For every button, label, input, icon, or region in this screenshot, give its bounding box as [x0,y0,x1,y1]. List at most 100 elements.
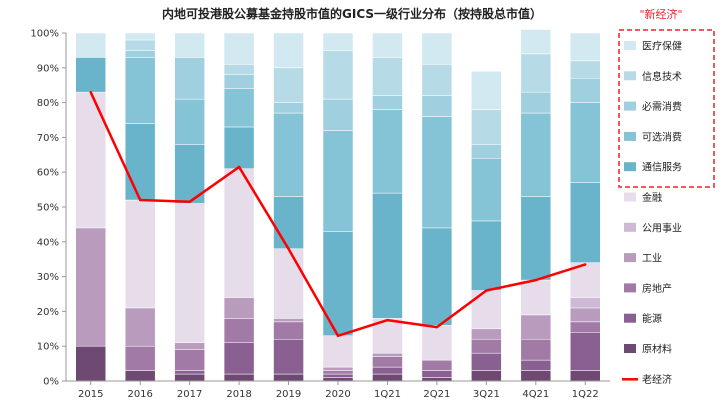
bar-segment [223,373,255,382]
bar-segment [520,112,552,197]
bar-segment [75,57,106,93]
legend-label: 信息技术 [642,70,682,83]
bar-segment [223,64,255,76]
bar-segment [520,314,552,340]
y-tick-label: 40% [37,237,59,248]
bar-segment [75,227,106,347]
legend-label: 通信服务 [642,161,682,174]
bar-segment [273,248,304,319]
legend-swatch [624,283,636,293]
bar-segment [124,307,156,347]
legend-swatch [624,313,636,323]
y-tick-label: 80% [37,98,59,109]
legend-label: 医疗保健 [642,40,682,53]
bar-segment [322,366,354,371]
chart-title: 内地可投港股公募基金持股市值的GICS一级行业分布（按持股总市值） [162,6,542,21]
y-tick-label: 100% [30,29,59,40]
x-tick-label: 2020 [325,389,350,400]
line-point [584,263,587,266]
bar-segment [520,91,552,114]
bar-segment [520,370,552,382]
bar-segment [273,67,304,103]
bar-segment [421,64,453,96]
axes: 0% 10% 20% 30% 40% 50% 60% 70% 80% 90% 100% 2015 201… [30,29,610,400]
bar-segment [124,345,156,371]
legend-label: 必需消费 [642,100,682,113]
y-tick-label: 60% [37,168,59,179]
bar-segment [322,98,354,131]
bar-segment [124,199,156,309]
bar-segment [75,345,106,382]
legend-label: 工业 [642,253,662,265]
x-tick-label: 1Q21 [374,389,401,400]
x-tick-label: 3Q21 [473,389,500,400]
bar-segment [322,377,354,382]
x-tick-label: 2015 [78,389,103,400]
bar-segment [421,116,453,229]
bar-segment [372,109,403,194]
legend-label: 金融 [642,191,662,204]
bar-segment [273,196,304,250]
bar-segment [471,290,502,330]
bar-segment [322,130,354,232]
y-tick-label: 10% [37,342,59,353]
legend-label: 房地产 [642,282,672,295]
bar-segment [124,57,156,124]
line-point [435,325,439,329]
bar-segment [273,32,304,69]
bar-segment [174,57,205,100]
bar-segment [471,338,502,354]
bar-segment [322,231,354,337]
bars [75,29,601,382]
line-point [485,289,488,292]
bar-segment [372,356,403,368]
legend-label: 公用事业 [642,221,682,234]
bar-segment [124,123,156,201]
legend-swatch [624,253,636,263]
bar-segment [520,29,552,55]
legend-swatch [624,162,636,172]
x-tick-label: 2017 [177,389,202,400]
x-tick-label: 2016 [127,389,152,400]
bar-segment [322,370,354,375]
bar-segment [174,370,205,375]
bar-segment [174,373,205,382]
bar-segment [471,158,502,222]
bar-segment [570,332,601,371]
bar-segment [421,325,453,361]
bar-segment [471,71,502,110]
bar-segment [273,338,304,375]
bar-segment [570,32,601,62]
line-point [237,165,241,169]
bar-segment [223,342,255,375]
bar-segment [174,203,205,343]
line-point [386,318,389,322]
legend-swatch [624,41,636,50]
legend-label: 可选消费 [642,130,682,143]
bar-segment [174,349,205,371]
bar-segment [273,112,304,197]
bar-segment [471,109,502,145]
bar-segment [471,144,502,159]
old-economy-line-layer [89,90,587,338]
bar-segment [322,32,354,51]
bar-segment [471,220,502,291]
bar-segment [124,370,156,382]
bar-segment [520,359,552,371]
y-tick-label: 70% [37,133,59,144]
x-tick-label: 2Q21 [423,389,450,400]
bar-segment [174,342,205,350]
bar-segment [570,307,601,323]
bar-segment [174,32,205,58]
bar-segment [223,126,255,169]
bar-segment [471,370,502,382]
legend-swatch [624,71,636,81]
bar-segment [520,279,552,316]
bar-segment [223,88,255,128]
bar-segment [570,182,601,263]
x-tick-label: 2018 [226,389,251,400]
bar-segment [570,321,601,333]
